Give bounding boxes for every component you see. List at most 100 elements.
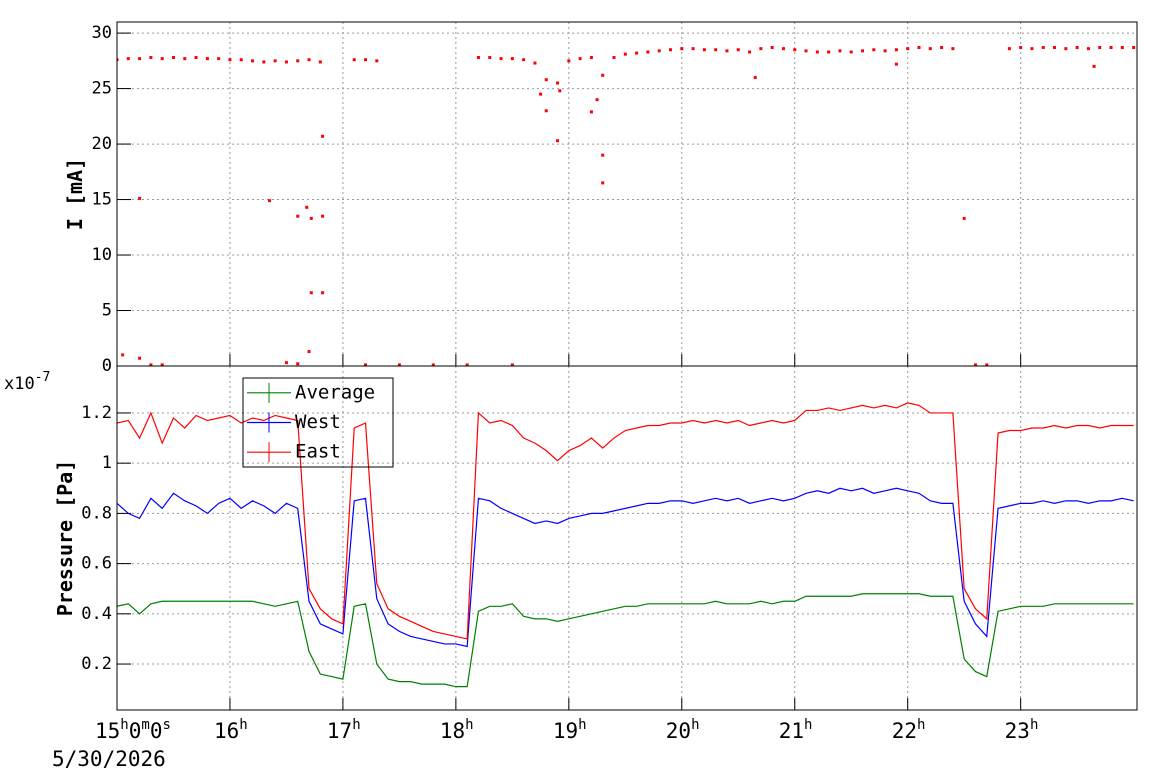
point <box>635 51 639 55</box>
point <box>138 356 142 360</box>
point <box>849 50 853 54</box>
y-tick-label: 0.2 <box>81 654 112 674</box>
x-tick-label: 23h <box>1005 717 1039 743</box>
point <box>601 73 605 77</box>
point <box>872 48 876 52</box>
y-tick-label: 0.8 <box>81 503 112 523</box>
legend-label: East <box>295 441 341 463</box>
y-tick-label: 0.4 <box>81 604 112 624</box>
point <box>121 353 125 357</box>
point <box>1098 46 1102 50</box>
x-tick-label: 17h <box>327 717 361 743</box>
point <box>318 60 322 64</box>
point <box>284 361 288 365</box>
point <box>612 56 616 60</box>
legend-box <box>242 377 394 468</box>
point <box>262 60 266 64</box>
point <box>714 48 718 52</box>
point <box>183 57 187 61</box>
x-date-label: 5/30/2026 <box>52 747 166 771</box>
y-multiplier: x10-7 <box>4 370 50 395</box>
multiplier-exponent: -7 <box>35 370 51 385</box>
x-tick-label: 20h <box>666 717 700 743</box>
point <box>397 363 401 366</box>
point <box>117 58 119 62</box>
point <box>973 363 977 366</box>
label-part: 17 <box>327 719 352 743</box>
x-tick-label: 16h <box>214 717 248 743</box>
point <box>305 205 309 209</box>
point <box>668 48 672 52</box>
point <box>296 214 300 218</box>
point <box>1120 46 1124 50</box>
point <box>804 49 808 53</box>
point <box>228 58 232 62</box>
legend-label: Average <box>295 381 375 403</box>
point <box>510 57 514 61</box>
point <box>1064 47 1068 51</box>
label-part: 0 <box>129 719 142 743</box>
point <box>861 49 865 53</box>
y-tick-label: 5 <box>102 301 112 321</box>
y-axis-title: I [mA] <box>63 158 87 230</box>
label-part: 22 <box>892 719 917 743</box>
point <box>595 98 599 102</box>
point <box>296 59 300 63</box>
point <box>499 57 503 61</box>
point <box>556 139 560 143</box>
point <box>680 47 684 51</box>
label-part: 15 <box>95 719 120 743</box>
y-tick-label: 1 <box>102 453 112 473</box>
label-part: h <box>352 717 360 733</box>
point <box>1075 46 1079 50</box>
point <box>657 49 661 53</box>
y-tick-label: 30 <box>92 23 112 43</box>
point <box>601 181 605 185</box>
legend-label: West <box>295 411 341 433</box>
point <box>321 134 325 138</box>
point <box>160 363 164 366</box>
point <box>748 50 752 54</box>
label-part: h <box>120 717 128 733</box>
point <box>1019 46 1023 50</box>
point <box>646 50 650 54</box>
point <box>940 46 944 50</box>
line <box>117 487 1134 648</box>
point <box>601 153 605 157</box>
y-tick-label: 15 <box>92 190 112 210</box>
label-part: 20 <box>666 719 691 743</box>
point <box>488 56 492 60</box>
point <box>985 363 989 366</box>
point <box>307 58 311 62</box>
point <box>815 50 819 54</box>
plot-area <box>117 46 1136 366</box>
point <box>558 89 562 93</box>
point <box>691 47 695 51</box>
point <box>171 56 175 60</box>
frame <box>116 21 1138 367</box>
point <box>465 363 469 366</box>
point <box>284 60 288 64</box>
label-part: 21 <box>779 719 804 743</box>
point <box>623 52 627 56</box>
point <box>544 109 548 113</box>
point <box>138 57 142 61</box>
point <box>894 48 898 52</box>
label-part: 19 <box>553 719 578 743</box>
point <box>364 58 368 62</box>
point <box>1092 64 1096 68</box>
point <box>539 92 543 96</box>
label-part: 0 <box>150 719 163 743</box>
point <box>217 57 221 61</box>
point <box>364 363 368 366</box>
label-part: h <box>804 717 812 733</box>
point <box>273 59 277 63</box>
point <box>138 196 142 200</box>
y-axis-title: Pressure [Pa] <box>53 460 77 617</box>
point <box>1132 46 1136 50</box>
point <box>894 62 898 66</box>
point <box>725 49 729 53</box>
point <box>1086 47 1090 51</box>
point <box>883 49 887 53</box>
